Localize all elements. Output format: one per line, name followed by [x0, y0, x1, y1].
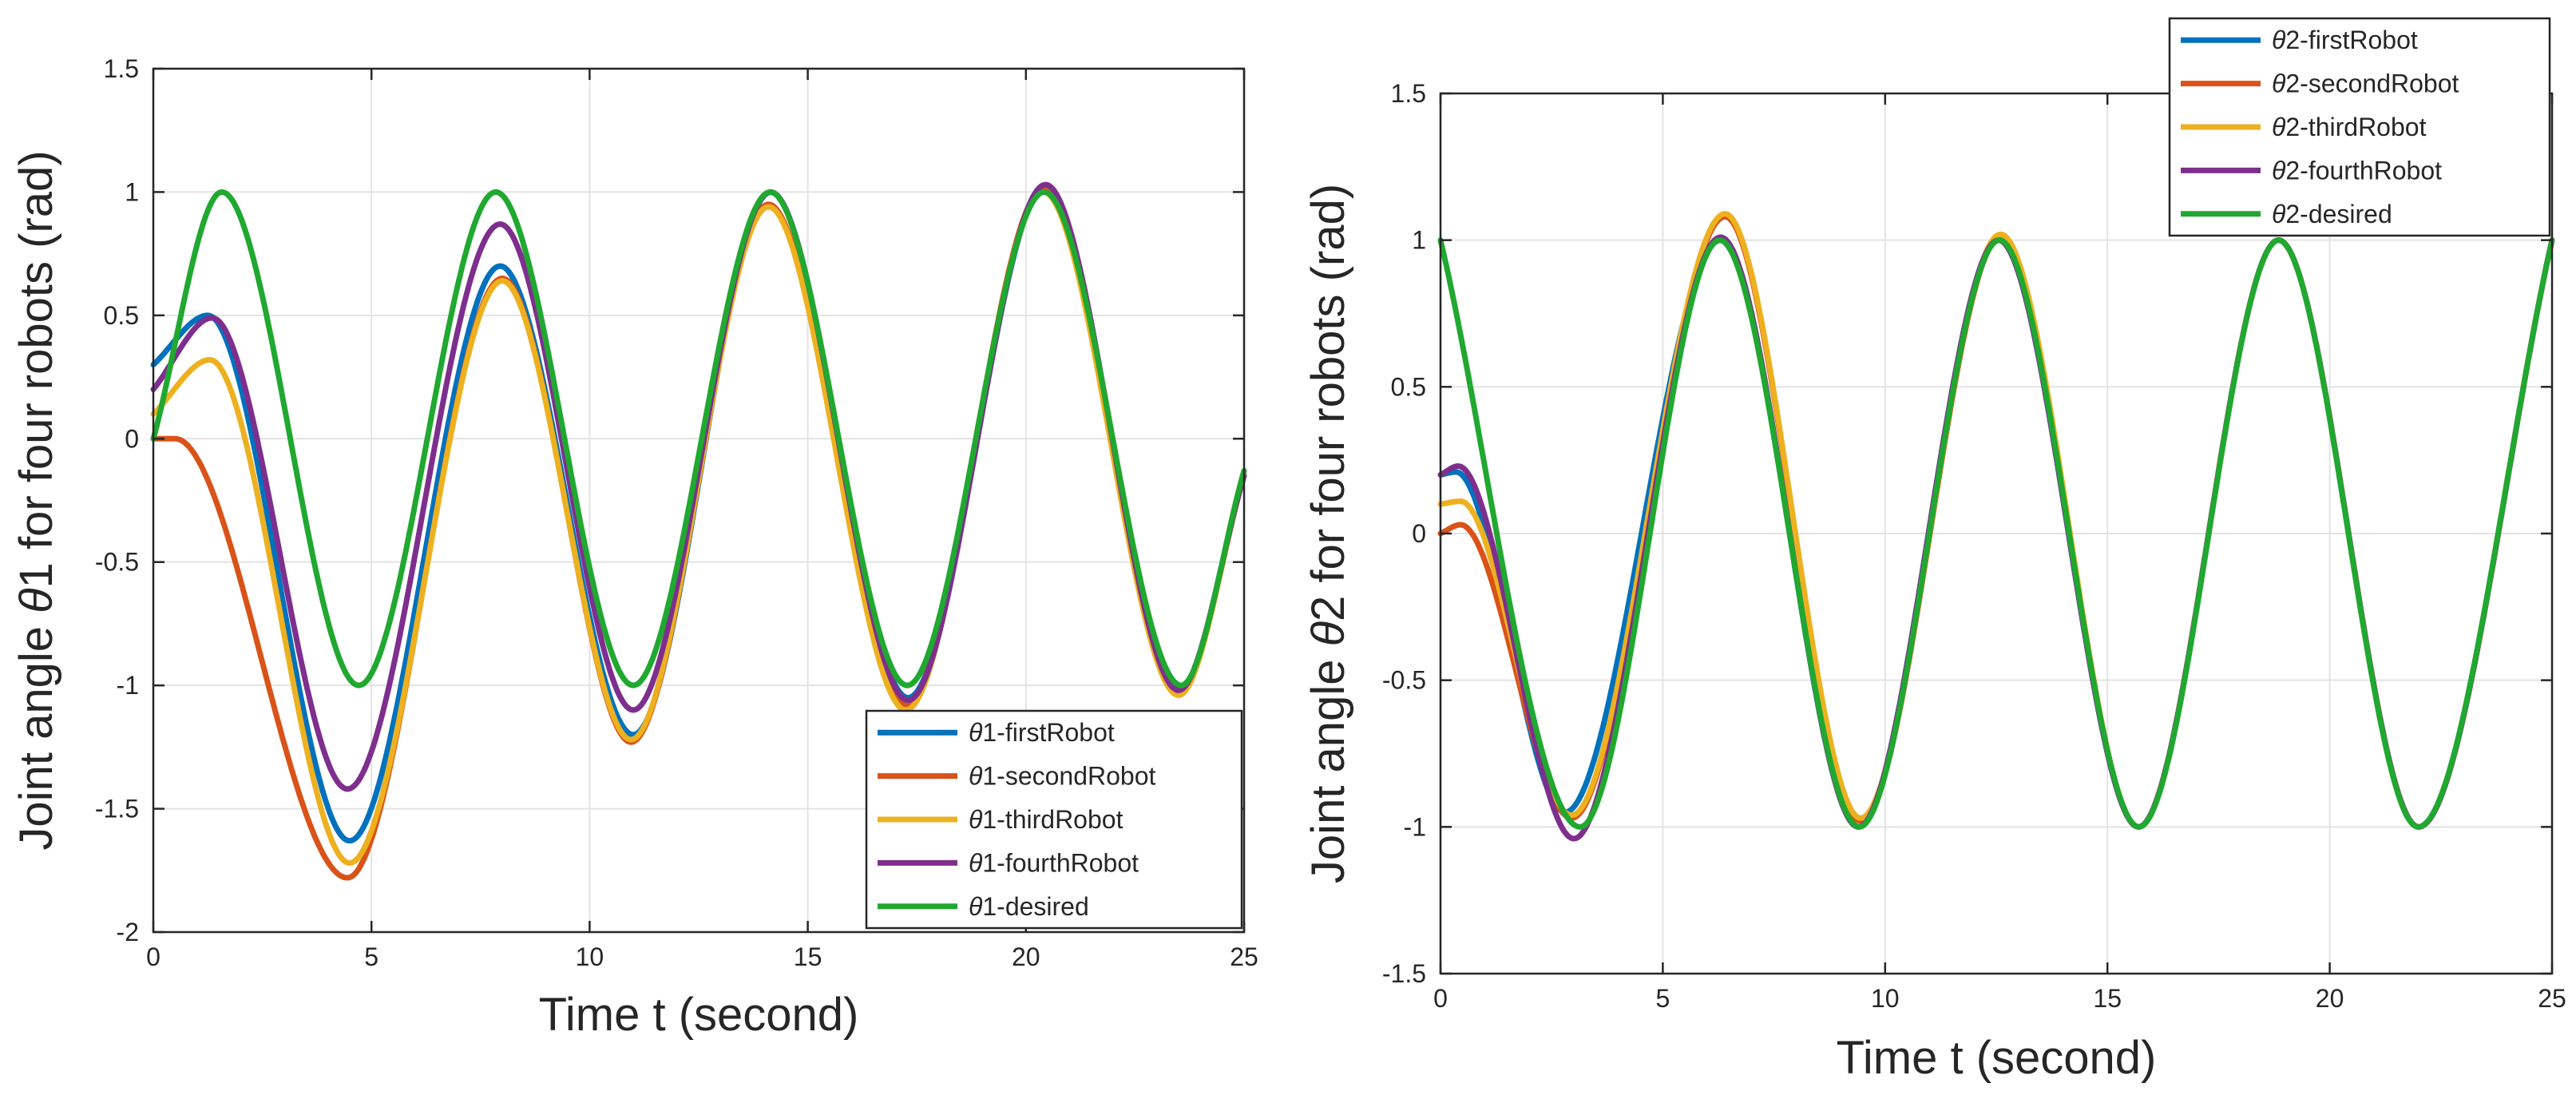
- legend-entry-fourthrobot: θ2-fourthRobot: [2272, 156, 2442, 184]
- legend: θ2-firstRobot θ2-secondRobot θ2-thirdRobot…: [2168, 17, 2551, 237]
- chart-2: 0 5 10 15 20 25 -1.5 -1 -0.5 0 0.5 1 1.5 Time t (seco…: [1302, 17, 2566, 1084]
- series-line-desired: [150, 188, 1247, 688]
- x-tick-label: 5: [364, 942, 378, 971]
- legend-entry-fourthrobot: θ1-fourthRobot: [969, 848, 1139, 877]
- y-tick-label: 1: [125, 177, 139, 206]
- legend-entry-secondrobot: θ2-secondRobot: [2272, 69, 2459, 98]
- y-tick-label: 1.5: [1391, 79, 1426, 108]
- y-tick-label: -0.5: [95, 548, 139, 577]
- x-tick-label: 0: [1433, 984, 1448, 1013]
- x-tick-label: 15: [2093, 984, 2122, 1013]
- legend-entry-firstrobot: θ2-firstRobot: [2272, 26, 2418, 54]
- x-tick-label: 5: [1656, 984, 1670, 1013]
- x-tick-label: 0: [146, 942, 161, 971]
- legend-entry-thirdrobot: θ2-thirdRobot: [2272, 113, 2427, 141]
- x-tick-label: 25: [1230, 942, 1258, 971]
- y-tick-label: -1: [1404, 812, 1426, 841]
- x-tick-label: 25: [2538, 984, 2566, 1013]
- y-tick-label: 0.5: [1391, 372, 1426, 401]
- y-axis-label: Joint angle θ1 for four robots (rad): [10, 150, 62, 850]
- y-tick-label: -1.5: [95, 795, 139, 823]
- x-axis-label: Time t (second): [1837, 1032, 2157, 1084]
- x-tick-label: 10: [576, 942, 604, 971]
- x-tick-label: 10: [1871, 984, 1900, 1013]
- y-tick-label: 0.5: [104, 301, 139, 330]
- x-axis-label: Time t (second): [539, 989, 859, 1041]
- y-tick-label: -0.5: [1382, 666, 1426, 695]
- legend-entry-thirdrobot: θ1-thirdRobot: [969, 805, 1124, 834]
- x-tick-label: 20: [2316, 984, 2344, 1013]
- legend-entry-desired: θ1-desired: [969, 892, 1089, 921]
- x-tick-label: 15: [794, 942, 822, 971]
- y-axis-label: Joint angle θ2 for four robots (rad): [1302, 184, 1354, 883]
- legend-entry-secondrobot: θ1-secondRobot: [969, 762, 1156, 791]
- legend-entry-firstrobot: θ1-firstRobot: [969, 718, 1115, 747]
- y-tick-label: -1: [117, 671, 139, 700]
- y-tick-label: 0: [125, 424, 139, 453]
- legend: θ1-firstRobot θ1-secondRobot θ1-thirdRobot…: [865, 709, 1243, 930]
- axes-frame: [152, 67, 1246, 934]
- y-tick-label: -2: [117, 918, 139, 946]
- y-tick-label: 1: [1412, 226, 1426, 255]
- y-tick-label: 1.5: [104, 54, 139, 83]
- series-line-desired: [1437, 237, 2555, 830]
- chart-1: 0 5 10 15 20 25 -2 -1.5 -1 -0.5 0 0.5 1 1.5 Time t (se…: [10, 54, 1258, 1041]
- x-tick-label: 20: [1012, 942, 1040, 971]
- y-tick-label: 0: [1412, 519, 1426, 548]
- legend-entry-desired: θ2-desired: [2272, 200, 2392, 228]
- y-tick-label: -1.5: [1382, 959, 1426, 988]
